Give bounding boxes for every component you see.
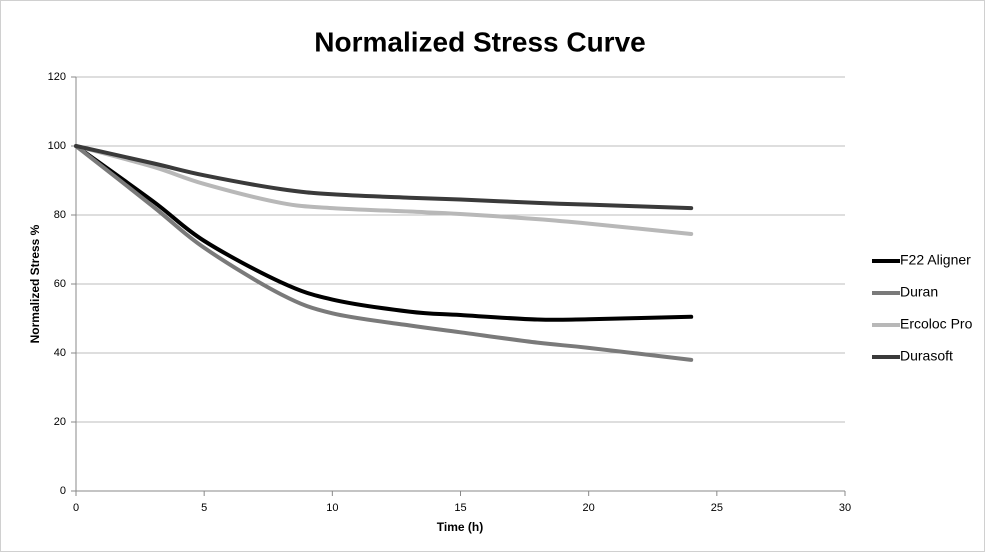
y-tick-label: 40 [54,347,66,359]
x-tick-label: 20 [583,502,595,514]
series-line [74,144,694,362]
legend-label: Ercoloc Pro [900,316,973,332]
chart-title: Normalized Stress Curve [314,26,645,57]
legend-label: Durasoft [900,348,953,364]
y-tick-label: 80 [54,209,66,221]
series-line [74,144,694,236]
y-tick-label: 0 [60,485,66,497]
y-tick-label: 100 [48,140,66,152]
series-line [74,144,694,211]
x-axis-title: Time (h) [437,520,483,534]
x-tick-label: 10 [326,502,338,514]
x-tick-label: 5 [201,502,207,514]
y-tick-label: 20 [54,416,66,428]
x-tick-label: 30 [839,502,851,514]
legend-label: F22 Aligner [900,252,971,268]
x-tick-label: 15 [454,502,466,514]
y-tick-label: 60 [54,278,66,290]
x-tick-label: 25 [711,502,723,514]
legend-label: Duran [900,284,938,300]
y-tick-label: 120 [48,71,66,83]
y-axis-title: Normalized Stress % [28,224,42,343]
series-line [74,144,694,322]
x-tick-label: 0 [73,502,79,514]
